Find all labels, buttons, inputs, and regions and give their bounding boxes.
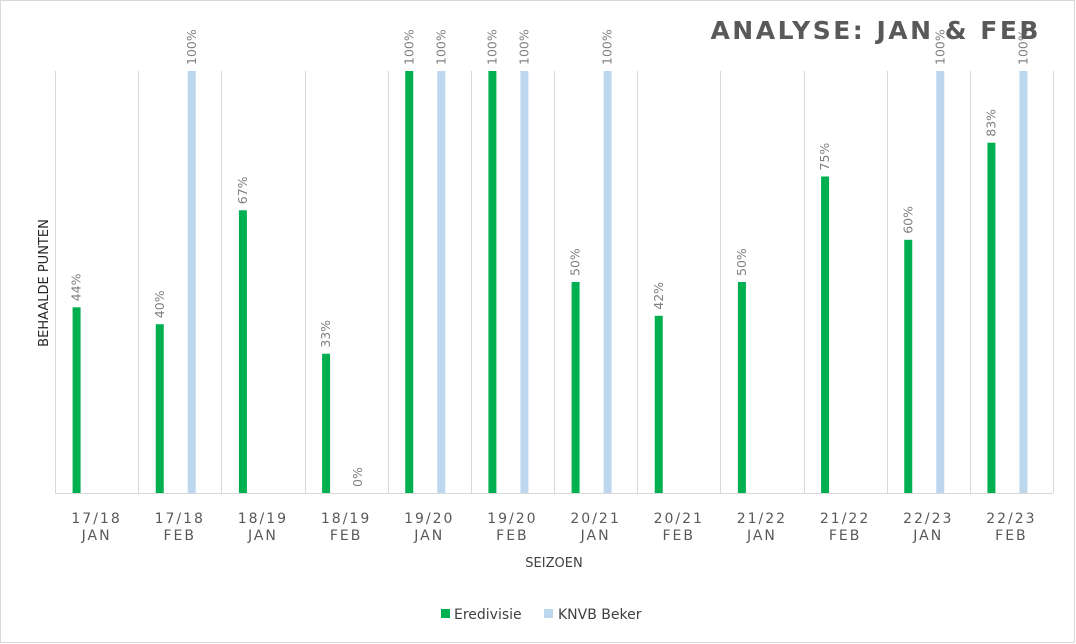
y-axis-label: BEHAALDE PUNTEN (37, 219, 52, 347)
data-label-eredivisie: 50% (568, 248, 583, 276)
data-label-eredivisie: 40% (152, 290, 167, 318)
bar-eredivisie (654, 315, 663, 493)
data-label-eredivisie: 100% (484, 29, 499, 65)
x-tick-month: JAN (413, 528, 444, 544)
x-tick-month: FEB (496, 528, 529, 544)
data-label-eredivisie: 33% (318, 320, 333, 348)
bar-eredivisie (488, 71, 497, 493)
x-tick-month: JAN (746, 528, 777, 544)
data-label-eredivisie: 42% (651, 282, 666, 310)
bar-knvb-beker (437, 71, 446, 493)
x-tick-season: 21/22 (737, 511, 787, 527)
legend-label-knvb-beker: KNVB Beker (558, 607, 642, 623)
data-label-knvb-beker: 100% (516, 29, 531, 65)
bar-eredivisie (72, 307, 81, 493)
legend-swatch-knvb-beker (544, 609, 553, 618)
legend: Eredivisie KNVB Beker (441, 607, 642, 623)
bar-eredivisie (904, 239, 913, 493)
data-label-knvb-beker: 100% (433, 29, 448, 65)
data-label-eredivisie: 44% (69, 273, 84, 301)
x-tick-season: 22/23 (903, 511, 953, 527)
data-label-knvb-beker: 100% (600, 29, 615, 65)
bar-knvb-beker (187, 71, 196, 493)
data-label-knvb-beker: 100% (1015, 29, 1030, 65)
chart-title: ANALYSE: JAN & FEB (710, 16, 1041, 45)
x-tick-month: JAN (81, 528, 112, 544)
bar-eredivisie (405, 71, 414, 493)
data-label-knvb-beker: 0% (350, 467, 365, 487)
x-tick-season: 18/19 (321, 511, 371, 527)
bar-eredivisie (737, 282, 746, 493)
bar-eredivisie (571, 282, 580, 493)
x-tick-season: 18/19 (238, 511, 288, 527)
x-tick-season: 20/21 (570, 511, 620, 527)
bar-knvb-beker (603, 71, 612, 493)
bar-eredivisie (155, 324, 164, 493)
x-tick-month: JAN (580, 528, 611, 544)
x-tick-month: JAN (912, 528, 943, 544)
x-tick-labels: 17/18JAN17/18FEB18/19JAN18/19FEB19/20JAN… (71, 511, 1036, 544)
x-tick-month: JAN (247, 528, 278, 544)
bar-knvb-beker (1019, 71, 1028, 493)
bar-knvb-beker (520, 71, 529, 493)
bar-eredivisie (821, 176, 830, 493)
bar-eredivisie (987, 142, 996, 494)
bars (72, 71, 1028, 494)
x-tick-season: 21/22 (820, 511, 870, 527)
x-tick-season: 17/18 (71, 511, 121, 527)
x-tick-season: 19/20 (487, 511, 537, 527)
x-tick-season: 19/20 (404, 511, 454, 527)
data-label-knvb-beker: 100% (932, 29, 947, 65)
bar-eredivisie (322, 353, 331, 493)
data-label-eredivisie: 67% (235, 176, 250, 204)
data-label-eredivisie: 75% (817, 143, 832, 171)
data-label-eredivisie: 50% (734, 248, 749, 276)
x-tick-month: FEB (662, 528, 695, 544)
x-tick-month: FEB (330, 528, 363, 544)
legend-label-eredivisie: Eredivisie (454, 607, 522, 623)
x-tick-month: FEB (829, 528, 862, 544)
x-tick-month: FEB (163, 528, 196, 544)
x-tick-season: 22/23 (986, 511, 1036, 527)
legend-swatch-eredivisie (441, 609, 450, 618)
data-label-eredivisie: 83% (983, 109, 998, 137)
data-label-eredivisie: 60% (900, 206, 915, 234)
x-tick-month: FEB (995, 528, 1028, 544)
data-label-knvb-beker: 100% (184, 29, 199, 65)
bar-knvb-beker (936, 71, 945, 493)
x-axis-label: SEIZOEN (525, 556, 582, 571)
gridlines (55, 71, 1054, 494)
data-labels: 44% 40% 67% 33% 100% 100% 50% 42% 50% 75% 60% 83% 10… (69, 29, 1031, 487)
data-label-eredivisie: 100% (401, 29, 416, 65)
x-tick-season: 17/18 (155, 511, 205, 527)
bar-eredivisie (238, 210, 247, 493)
x-tick-season: 20/21 (654, 511, 704, 527)
